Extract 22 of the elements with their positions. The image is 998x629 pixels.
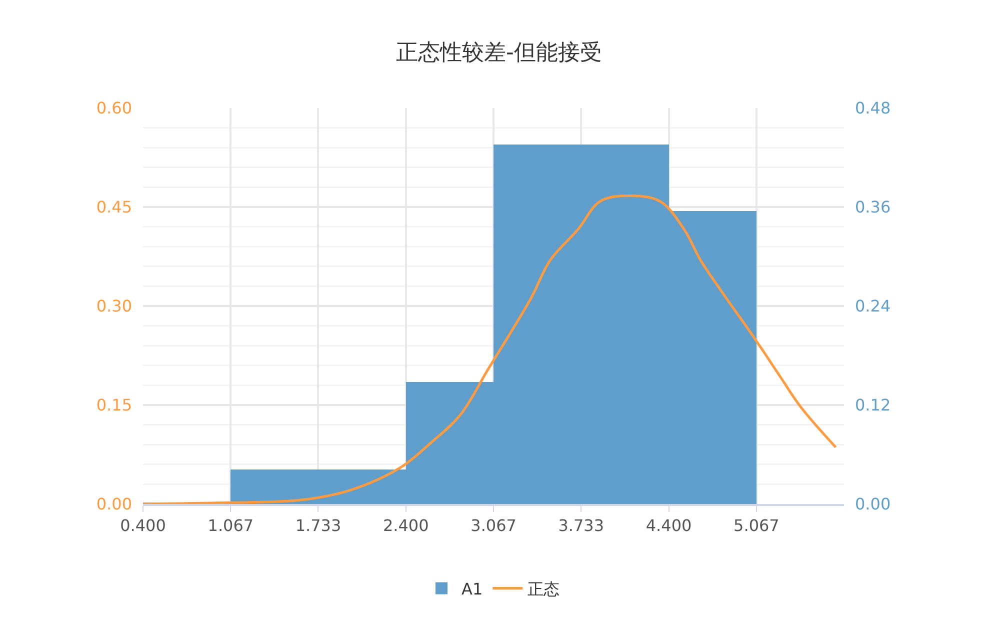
y-tick-label: 0.15 — [96, 396, 132, 415]
x-tick-label: 5.067 — [734, 516, 780, 536]
x-tick-label: 2.400 — [382, 516, 429, 536]
line-series — [143, 194, 837, 504]
legend-label: A1 — [462, 579, 483, 598]
x-tick-label: 1.067 — [208, 516, 254, 536]
y-tick-label: 0.00 — [96, 494, 132, 514]
y2-tick-label: 0.12 — [855, 396, 891, 415]
y2-tick-label: 0.00 — [855, 494, 891, 514]
y2-tick-label: 0.24 — [855, 296, 891, 316]
chart-title: 正态性较差-但能接受 — [396, 40, 602, 66]
x-tick-label: 1.733 — [295, 516, 342, 536]
x-tick-label: 3.067 — [470, 516, 516, 536]
y-tick-label: 0.30 — [96, 296, 132, 316]
legend-label: 正态 — [528, 579, 560, 598]
x-tick-label: 3.733 — [558, 516, 604, 536]
y2-tick-label: 0.48 — [855, 98, 891, 118]
y-tick-label: 0.45 — [96, 198, 132, 217]
y-tick-label: 0.60 — [96, 98, 132, 118]
x-tick-label: 0.400 — [120, 516, 166, 536]
y2-tick-label: 0.36 — [855, 198, 891, 217]
x-tick-label: 4.400 — [646, 516, 692, 536]
